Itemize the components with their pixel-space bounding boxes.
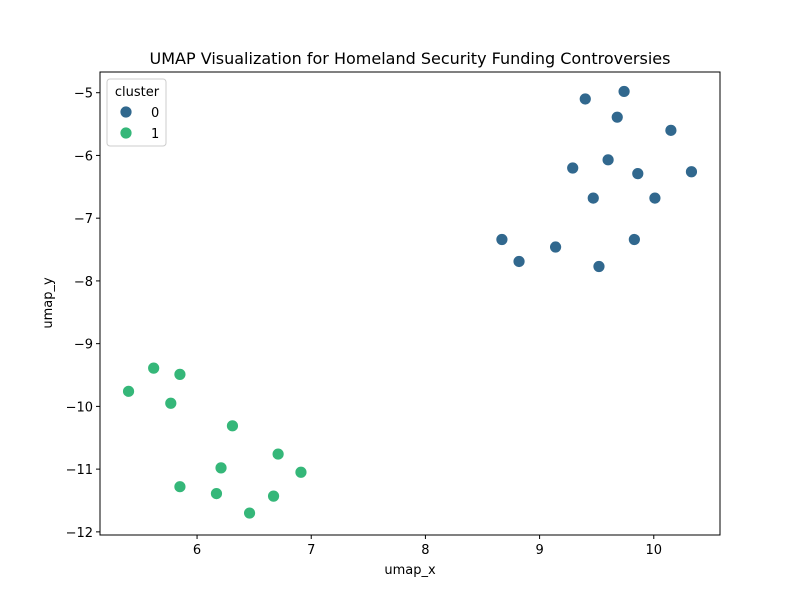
legend-title: cluster xyxy=(115,85,160,100)
x-tick-label: 10 xyxy=(646,543,663,558)
data-point xyxy=(549,240,562,254)
legend-marker xyxy=(119,126,133,140)
y-tick-label: −6 xyxy=(74,149,93,164)
data-point xyxy=(210,487,223,500)
data-point xyxy=(586,191,600,205)
data-point xyxy=(512,255,526,268)
data-point xyxy=(214,461,228,475)
x-tick-label: 8 xyxy=(421,543,429,558)
x-axis-label: umap_x xyxy=(384,563,436,578)
data-point xyxy=(495,233,509,246)
axes: 6 7 8 9 10−5−6−7−8−9−10−11−12 xyxy=(66,87,662,558)
y-tick-label: −12 xyxy=(66,526,93,541)
data-point xyxy=(243,506,256,520)
y-tick-label: −11 xyxy=(66,463,93,478)
x-tick-label: 7 xyxy=(307,543,315,558)
y-tick-label: −9 xyxy=(74,338,93,353)
data-point xyxy=(226,419,239,433)
legend-label: 1 xyxy=(151,127,159,142)
y-tick-label: −5 xyxy=(74,87,93,102)
y-tick-label: −7 xyxy=(74,212,93,227)
data-point xyxy=(601,153,615,167)
data-point xyxy=(617,85,631,98)
data-point xyxy=(566,161,580,175)
y-tick-label: −8 xyxy=(74,275,93,290)
data-point xyxy=(173,480,187,494)
y-axis-label: umap_y xyxy=(41,277,56,329)
data-point xyxy=(271,447,285,461)
data-point xyxy=(648,191,662,205)
data-point xyxy=(578,92,592,106)
data-point xyxy=(685,165,698,179)
x-tick-label: 9 xyxy=(535,543,543,558)
data-point xyxy=(122,384,135,398)
data-point xyxy=(173,367,187,381)
x-tick-label: 6 xyxy=(193,543,201,558)
data-point xyxy=(267,489,280,503)
legend-marker xyxy=(119,105,133,119)
data-point xyxy=(631,167,645,181)
data-point xyxy=(164,396,178,410)
y-tick-label: −10 xyxy=(66,400,93,415)
legend: cluster 0 1 xyxy=(106,78,167,147)
plot-area xyxy=(122,85,698,520)
data-point xyxy=(627,233,641,246)
chart-title: UMAP Visualization for Homeland Security… xyxy=(150,49,671,68)
data-point xyxy=(610,110,624,124)
data-point xyxy=(592,260,606,273)
legend-label: 0 xyxy=(151,106,159,121)
data-point xyxy=(147,361,161,375)
data-point xyxy=(664,123,678,137)
plot-frame xyxy=(99,71,721,536)
data-point xyxy=(294,465,308,479)
